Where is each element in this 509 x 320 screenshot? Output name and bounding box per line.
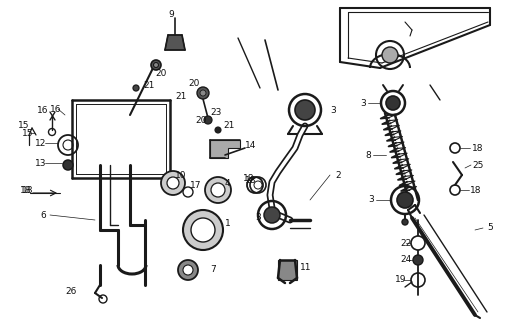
Circle shape — [191, 218, 215, 242]
Text: 3: 3 — [367, 196, 373, 204]
Text: 7: 7 — [210, 266, 215, 275]
Text: 15: 15 — [22, 129, 34, 138]
Circle shape — [161, 171, 185, 195]
Circle shape — [264, 207, 279, 223]
Text: 18: 18 — [244, 175, 256, 185]
Circle shape — [153, 62, 158, 68]
Text: 19: 19 — [394, 276, 406, 284]
Text: 24: 24 — [399, 255, 410, 265]
Circle shape — [381, 47, 397, 63]
Circle shape — [211, 183, 224, 197]
Text: 17: 17 — [190, 180, 201, 189]
Text: 11: 11 — [299, 263, 311, 273]
Text: 21: 21 — [143, 81, 154, 90]
Circle shape — [412, 255, 422, 265]
Text: 18: 18 — [471, 143, 483, 153]
Text: 22: 22 — [399, 238, 410, 247]
Text: 9: 9 — [168, 10, 174, 19]
Text: 20: 20 — [188, 78, 199, 87]
Text: 16: 16 — [50, 105, 62, 114]
Text: 23: 23 — [210, 108, 221, 116]
Circle shape — [294, 100, 315, 120]
Circle shape — [133, 85, 139, 91]
Circle shape — [396, 192, 412, 208]
Text: 12: 12 — [35, 139, 46, 148]
Text: 25: 25 — [471, 161, 483, 170]
Circle shape — [151, 60, 161, 70]
Text: 14: 14 — [244, 140, 256, 149]
Text: 15: 15 — [18, 121, 30, 130]
Circle shape — [166, 177, 179, 189]
Text: 18: 18 — [22, 186, 34, 195]
Text: 18: 18 — [242, 173, 254, 182]
Text: 13: 13 — [35, 158, 46, 167]
Text: 18: 18 — [469, 186, 480, 195]
Text: 16: 16 — [37, 106, 48, 115]
Circle shape — [183, 265, 192, 275]
Circle shape — [401, 219, 407, 225]
Polygon shape — [165, 35, 185, 50]
Text: 3: 3 — [329, 106, 335, 115]
Text: 3: 3 — [359, 99, 365, 108]
Circle shape — [385, 96, 399, 110]
Text: 20: 20 — [155, 68, 166, 77]
Text: 2: 2 — [334, 171, 340, 180]
Circle shape — [205, 177, 231, 203]
Text: 5: 5 — [486, 223, 492, 233]
Circle shape — [178, 260, 197, 280]
Circle shape — [63, 160, 73, 170]
Polygon shape — [277, 260, 296, 280]
Text: 20: 20 — [194, 116, 206, 124]
Circle shape — [410, 236, 424, 250]
Text: 1: 1 — [224, 220, 230, 228]
Text: 6: 6 — [40, 211, 46, 220]
Circle shape — [183, 210, 222, 250]
Text: 10: 10 — [175, 171, 186, 180]
Text: 21: 21 — [175, 92, 186, 100]
Text: 21: 21 — [222, 121, 234, 130]
Text: 8: 8 — [364, 150, 370, 159]
Polygon shape — [210, 140, 240, 158]
Circle shape — [204, 116, 212, 124]
Circle shape — [200, 90, 206, 96]
Circle shape — [215, 127, 220, 133]
Text: 18: 18 — [20, 186, 32, 195]
Circle shape — [196, 87, 209, 99]
Text: 26: 26 — [65, 287, 76, 297]
Text: 4: 4 — [224, 179, 230, 188]
Text: 3: 3 — [254, 213, 260, 222]
